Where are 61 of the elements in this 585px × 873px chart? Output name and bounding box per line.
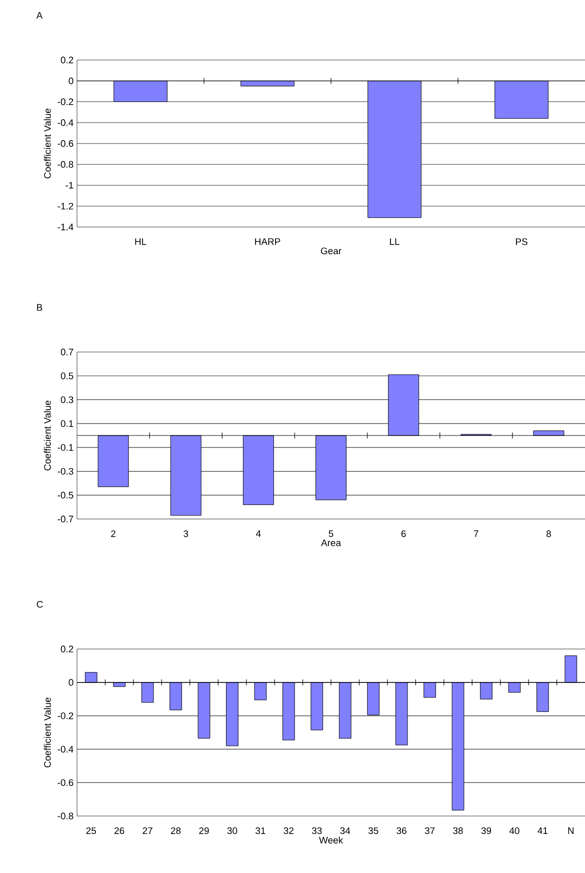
x-tick-label: 5 xyxy=(328,530,334,537)
y-tick-label: -0.1 xyxy=(58,444,74,451)
x-tick-label: 4 xyxy=(256,530,261,537)
y-tick-label: 0 xyxy=(68,78,74,84)
y-tick-label: -0.7 xyxy=(58,516,74,522)
chart-title: C xyxy=(36,600,43,608)
x-tick-label: 3 xyxy=(184,530,188,538)
x-tick-label: PS xyxy=(516,238,528,246)
y-axis-title: Coefficient Value xyxy=(44,108,51,178)
x-axis-title: Week xyxy=(319,836,344,844)
y-tick-label: 0 xyxy=(68,679,74,686)
y-tick-label: 0.5 xyxy=(60,372,74,380)
x-tick-label: 30 xyxy=(227,827,238,834)
y-tick-label: 0.2 xyxy=(60,646,74,652)
x-tick-label: HL xyxy=(135,238,146,245)
x-tick-label: 7 xyxy=(474,530,478,537)
chart-title: B xyxy=(37,304,42,311)
x-tick-label: 33 xyxy=(312,827,322,834)
x-tick-label: LL xyxy=(390,238,400,245)
y-tick-label: -1.4 xyxy=(58,224,74,230)
y-tick-label: -0.2 xyxy=(58,712,74,720)
y-tick-label: 0.1 xyxy=(60,420,74,427)
y-axis-title: Coefficient Value xyxy=(44,400,51,470)
x-tick-label: 37 xyxy=(424,827,435,834)
y-tick-label: -0.8 xyxy=(58,812,74,820)
x-tick-label: 6 xyxy=(401,530,406,538)
y-tick-label: 0.3 xyxy=(60,396,74,404)
y-axis-title: Coefficient Value xyxy=(44,698,51,768)
y-tick-label: 0.2 xyxy=(60,56,74,64)
x-tick-label: 40 xyxy=(509,827,520,834)
y-tick-label: -1 xyxy=(66,182,74,189)
x-tick-label: 25 xyxy=(86,827,96,834)
x-tick-label: 31 xyxy=(256,827,266,834)
y-tick-label: 0.7 xyxy=(60,348,74,356)
x-axis-title: Gear xyxy=(320,248,342,254)
y-tick-label: -0.4 xyxy=(58,746,74,753)
x-tick-label: 29 xyxy=(199,827,209,834)
y-tick-label: -0.3 xyxy=(58,468,74,475)
y-tick-label: -0.8 xyxy=(58,161,74,168)
x-tick-label: HARP xyxy=(255,238,280,245)
x-tick-label: 35 xyxy=(368,827,378,834)
chart-title: A xyxy=(36,12,43,19)
x-tick-label: 34 xyxy=(340,827,350,834)
y-tick-label: -1.2 xyxy=(58,202,74,210)
x-tick-label: 2 xyxy=(111,530,116,537)
y-tick-label: -0.2 xyxy=(58,98,74,106)
x-tick-label: 39 xyxy=(481,827,492,834)
y-tick-label: -0.6 xyxy=(58,140,74,147)
x-tick-label: 27 xyxy=(142,827,152,834)
x-tick-label: 41 xyxy=(538,827,548,834)
x-tick-label: 32 xyxy=(284,827,294,834)
x-tick-label: 26 xyxy=(114,827,124,834)
x-axis-title: Area xyxy=(321,540,341,546)
y-tick-label: -0.6 xyxy=(58,779,74,786)
y-tick-label: -0.4 xyxy=(58,119,74,126)
x-tick-label: 28 xyxy=(170,827,181,834)
x-tick-label: N xyxy=(568,827,574,834)
x-tick-label: 36 xyxy=(396,827,406,834)
y-tick-label: -0.5 xyxy=(58,492,74,499)
x-tick-label: 38 xyxy=(453,827,463,834)
x-tick-label: 8 xyxy=(546,530,551,538)
